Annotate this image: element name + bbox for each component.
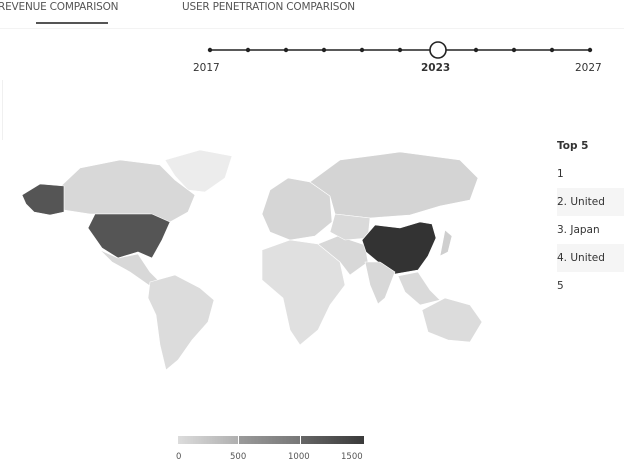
map-usa — [87, 213, 171, 259]
map-greenland — [164, 149, 233, 193]
timeline-point-2025[interactable] — [511, 47, 517, 53]
timeline-handle-2023[interactable] — [429, 41, 447, 59]
top5-item-4[interactable]: 4. United — [557, 244, 624, 272]
map-japan — [439, 229, 453, 257]
tab-bar: REVENUE COMPARISON USER PENETRATION COMP… — [0, 0, 624, 29]
timeline-point-2018[interactable] — [245, 47, 251, 53]
year-label-end: 2027 — [575, 62, 602, 74]
top5-item-1[interactable]: 1 — [557, 168, 564, 180]
year-label-selected: 2023 — [421, 62, 451, 74]
year-label-start: 2017 — [193, 62, 220, 74]
top5-item-5[interactable]: 5 — [557, 280, 564, 292]
map-australia — [421, 297, 483, 343]
map-china — [361, 221, 437, 275]
map-central-asia — [329, 213, 371, 241]
timeline-point-2022[interactable] — [397, 47, 403, 53]
timeline-point-2020[interactable] — [321, 47, 327, 53]
legend-tick-1500: 1500 — [341, 452, 363, 462]
year-timeline-slider[interactable] — [0, 30, 624, 90]
map-india — [364, 261, 396, 305]
map-russia — [309, 151, 479, 219]
timeline-point-2027[interactable] — [587, 47, 593, 53]
map-canada — [61, 159, 196, 223]
map-alaska — [21, 183, 65, 216]
map-africa — [261, 239, 346, 346]
legend-tick-500: 500 — [230, 452, 247, 462]
legend-bin-1000-1500 — [301, 436, 364, 444]
tab-user-penetration-comparison[interactable]: USER PENETRATION COMPARISON — [182, 1, 355, 13]
map-europe — [261, 177, 333, 241]
top5-item-2[interactable]: 2. United — [557, 188, 624, 216]
active-tab-indicator — [36, 22, 108, 24]
legend-tick-1000: 1000 — [288, 452, 310, 462]
top5-item-3[interactable]: 3. Japan — [557, 224, 600, 236]
timeline-point-2026[interactable] — [549, 47, 555, 53]
legend-bin-0-500 — [178, 436, 238, 444]
timeline-point-2024[interactable] — [473, 47, 479, 53]
timeline-point-2019[interactable] — [283, 47, 289, 53]
legend-tick-0: 0 — [176, 452, 182, 462]
map-southeast-asia — [397, 271, 441, 306]
world-map — [21, 149, 483, 371]
top5-list: Top 5 1 2. United 3. Japan 4. United 5 — [557, 132, 624, 300]
timeline-point-2017[interactable] — [207, 47, 213, 53]
legend-bin-500-1000 — [239, 436, 300, 444]
tab-revenue-comparison[interactable]: REVENUE COMPARISON — [0, 1, 119, 13]
map-south-america — [147, 274, 215, 371]
divider — [2, 80, 3, 140]
top5-title: Top 5 — [557, 140, 589, 152]
timeline-point-2021[interactable] — [359, 47, 365, 53]
